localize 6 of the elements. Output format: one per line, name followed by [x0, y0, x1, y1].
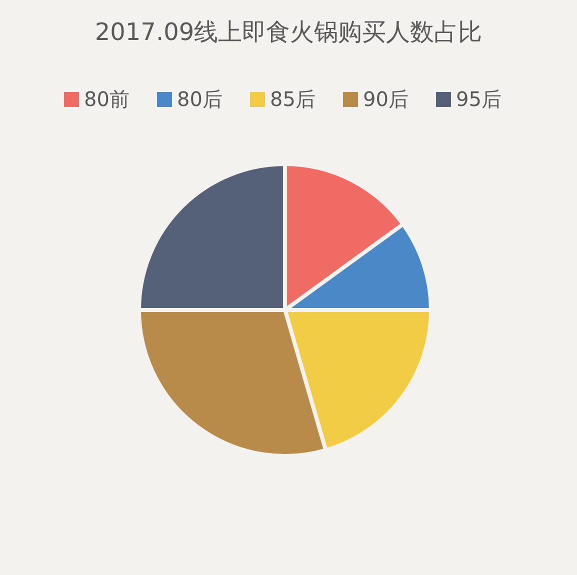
legend-label: 90后: [363, 87, 408, 111]
chart-title: 2017.09线上即食火锅购买人数占比: [94, 18, 482, 46]
legend-label: 95后: [456, 87, 502, 111]
legend-label: 85后: [270, 87, 316, 111]
legend-label: 80后: [177, 87, 222, 111]
legend-label: 80前: [84, 87, 130, 111]
